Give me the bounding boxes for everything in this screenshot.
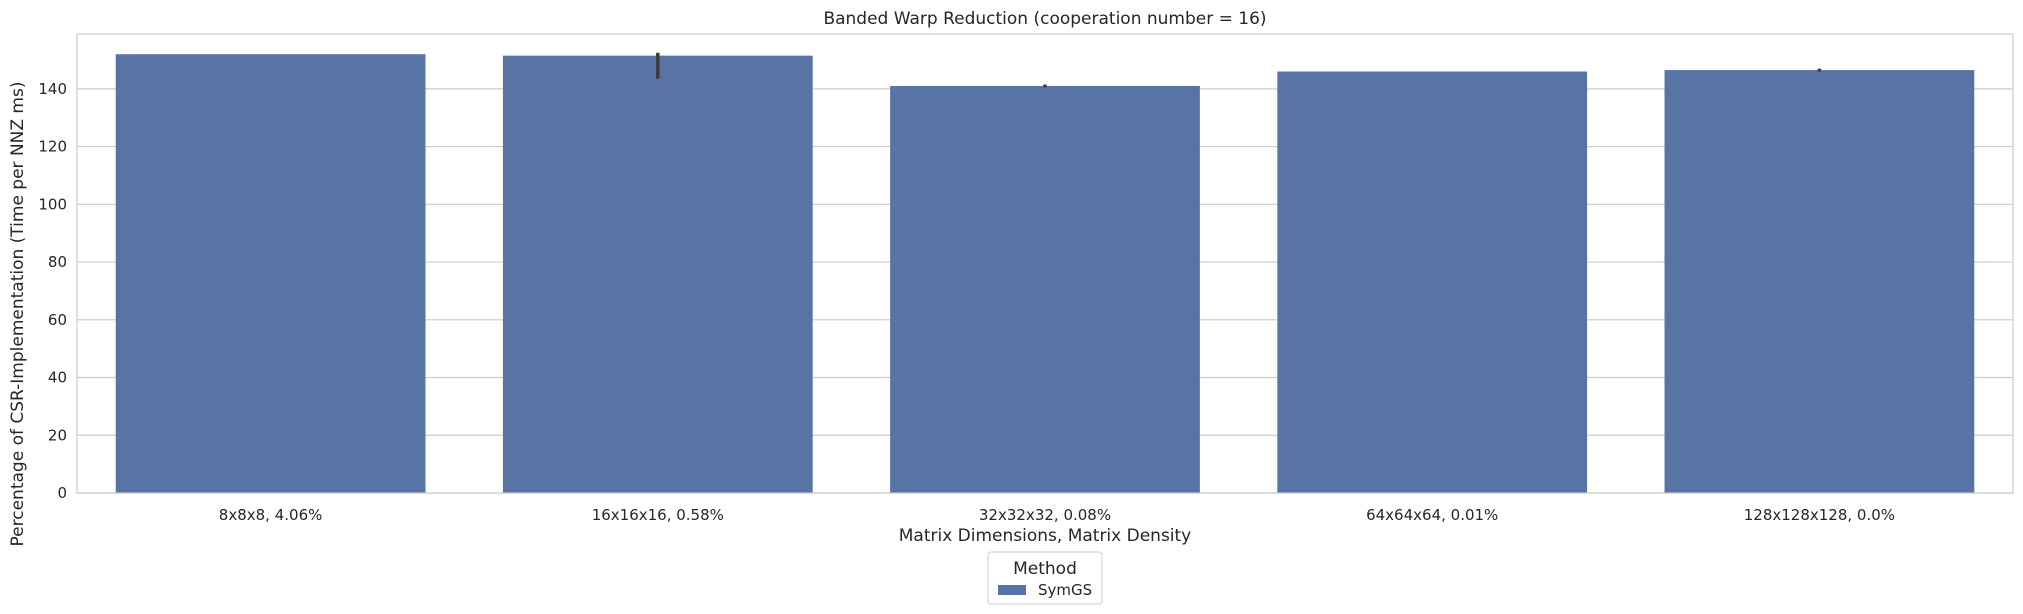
y-tick-label: 120 [38, 138, 67, 156]
y-tick-label: 0 [57, 484, 67, 502]
y-tick-label: 100 [38, 195, 67, 213]
bar [1277, 71, 1588, 493]
y-axis-label: Percentage of CSR-Implementation (Time p… [8, 82, 28, 547]
x-tick-label: 8x8x8, 4.06% [219, 506, 323, 524]
y-tick-label: 60 [48, 311, 67, 329]
y-tick-label: 40 [48, 369, 67, 387]
legend-swatch [998, 585, 1026, 595]
x-tick-label: 32x32x32, 0.08% [979, 506, 1111, 524]
legend-label-symgs: SymGS [1038, 581, 1092, 599]
legend: Method SymGS [987, 551, 1103, 605]
y-tick-label: 20 [48, 426, 67, 444]
x-tick-labels: 8x8x8, 4.06% 16x16x16, 0.58% 32x32x32, 0.0… [219, 506, 1895, 524]
bar [502, 55, 813, 494]
plot-frame [76, 33, 2014, 494]
legend-title: Method [1013, 559, 1077, 579]
bars [115, 54, 1975, 494]
y-tick-label: 80 [48, 253, 67, 271]
x-axis-label: Matrix Dimensions, Matrix Density [899, 526, 1192, 546]
chart-title: Banded Warp Reduction (cooperation numbe… [823, 9, 1266, 29]
x-tick-label: 64x64x64, 0.01% [1366, 506, 1498, 524]
x-tick-label: 128x128x128, 0.0% [1744, 506, 1895, 524]
bar [1664, 70, 1975, 494]
bar [890, 85, 1200, 493]
y-tick-labels: 0 20 40 60 80 100 120 140 [38, 80, 67, 502]
y-tick-label: 140 [38, 80, 67, 98]
bar [115, 54, 426, 493]
x-tick-label: 16x16x16, 0.58% [592, 506, 724, 524]
error-bars [656, 52, 1822, 88]
